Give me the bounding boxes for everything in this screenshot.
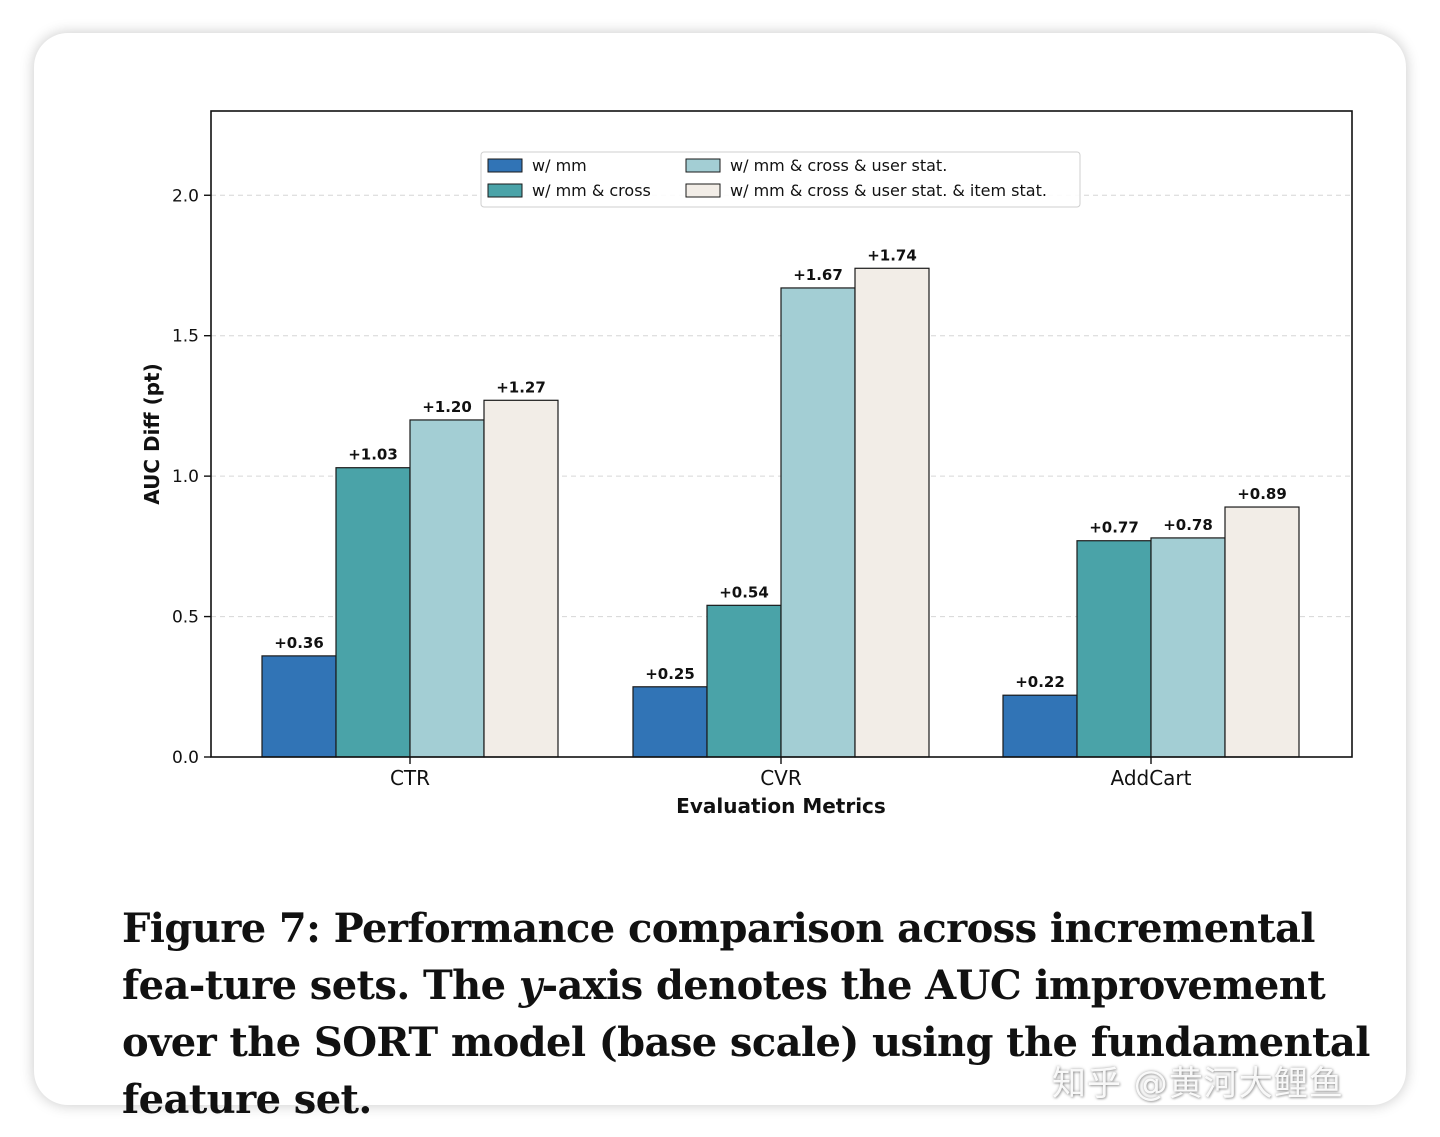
bar-value-label: +0.77 bbox=[1089, 519, 1139, 537]
x-tick-label: CVR bbox=[760, 766, 802, 790]
y-tick-label: 0.0 bbox=[172, 748, 199, 768]
bar bbox=[1150, 537, 1226, 758]
x-tick-label: AddCart bbox=[1110, 766, 1191, 790]
legend-swatch bbox=[685, 183, 721, 198]
bar bbox=[1002, 694, 1078, 758]
caption-text-start: Figure 7: Performance comparison across … bbox=[122, 905, 1315, 1009]
bar-chart: +0.36 +1.03 +1.20 +1.27 +0.25 +0.54 +1.67 +1.74… bbox=[140, 110, 1353, 818]
y-tick-label: 1.5 bbox=[172, 327, 199, 347]
bar-value-labels: +0.36 +1.03 +1.20 +1.27 +0.25 +0.54 +1.67 +1.74… bbox=[274, 246, 1287, 691]
bar-value-label: +1.74 bbox=[867, 246, 917, 264]
bar bbox=[854, 267, 930, 758]
legend-swatch bbox=[487, 183, 523, 198]
bar bbox=[335, 467, 411, 758]
legend-swatch bbox=[487, 158, 523, 173]
bar bbox=[1076, 540, 1152, 758]
legend-label: w/ mm & cross & user stat. & item stat. bbox=[730, 181, 1047, 200]
axes: 0.0 0.5 1.0 1.5 2.0 CTR CVR AddCart bbox=[172, 186, 1192, 790]
y-tick-label: 2.0 bbox=[172, 186, 199, 206]
legend: w/ mm w/ mm & cross w/ mm & cross & user s… bbox=[480, 151, 1081, 208]
bar bbox=[706, 604, 782, 758]
legend-swatch bbox=[685, 158, 721, 173]
y-tick-label: 0.5 bbox=[172, 608, 199, 628]
legend-label: w/ mm & cross bbox=[532, 181, 651, 200]
bar-value-label: +0.25 bbox=[645, 665, 695, 683]
bar bbox=[409, 419, 485, 758]
bar bbox=[261, 655, 337, 758]
legend-box bbox=[480, 151, 1081, 208]
bar-value-label: +0.22 bbox=[1015, 673, 1065, 691]
bar-value-label: +1.67 bbox=[793, 266, 843, 284]
y-axis-title: AUC Diff (pt) bbox=[140, 363, 164, 505]
watermark-text: 知乎 @黄河大鲤鱼 bbox=[1052, 1064, 1344, 1104]
bar-value-label: +0.54 bbox=[719, 583, 769, 601]
legend-label: w/ mm bbox=[532, 156, 587, 175]
bar-value-label: +1.20 bbox=[422, 398, 472, 416]
figure-caption: Figure 7: Performance comparison across … bbox=[122, 900, 1382, 1128]
bar bbox=[483, 399, 559, 758]
legend-label: w/ mm & cross & user stat. bbox=[730, 156, 947, 175]
bar-value-label: +0.78 bbox=[1163, 516, 1213, 534]
bar-value-label: +1.27 bbox=[496, 378, 546, 396]
bar-value-label: +0.36 bbox=[274, 634, 324, 652]
caption-text-end: -axis denotes the AUC improvement over t… bbox=[122, 962, 1370, 1123]
bar bbox=[1224, 506, 1300, 758]
y-tick-label: 1.0 bbox=[172, 467, 199, 487]
bar bbox=[780, 287, 856, 758]
bar-value-label: +0.89 bbox=[1237, 485, 1287, 503]
x-tick-label: CTR bbox=[390, 766, 430, 790]
x-axis-title: Evaluation Metrics bbox=[676, 794, 886, 818]
caption-italic-y: y bbox=[518, 962, 542, 1009]
bar-value-label: +1.03 bbox=[348, 446, 398, 464]
bar bbox=[632, 686, 708, 758]
bars bbox=[261, 267, 1300, 758]
